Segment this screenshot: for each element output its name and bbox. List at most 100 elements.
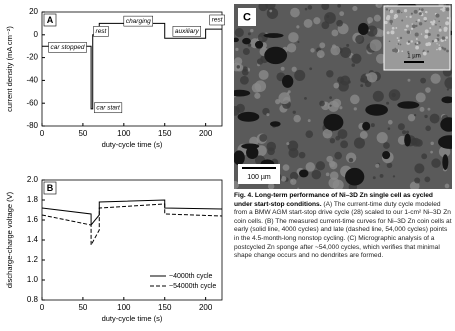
inset-grain	[445, 36, 448, 39]
panel-label: B	[47, 183, 54, 193]
grain	[335, 136, 340, 141]
inset-grain	[432, 40, 434, 42]
x-tick-label: 0	[40, 303, 45, 312]
data-line	[42, 204, 222, 245]
y-tick-label: -80	[26, 121, 38, 130]
grain	[340, 47, 351, 58]
inset-grain	[446, 8, 450, 12]
y-tick-label: -20	[26, 53, 38, 62]
page: 050100150200-80-60-40-20020duty-cycle ti…	[0, 0, 455, 331]
grain	[388, 120, 393, 125]
inset-grain	[415, 46, 419, 50]
inset-grain	[400, 37, 402, 39]
pore	[264, 33, 284, 38]
pore	[238, 112, 260, 122]
inset-grain	[429, 27, 431, 29]
inset-grain	[440, 8, 442, 10]
grain	[304, 19, 313, 28]
grain	[308, 5, 313, 10]
grain	[296, 25, 299, 28]
grain	[386, 102, 389, 105]
inset-grain	[425, 11, 428, 14]
grain	[259, 70, 269, 80]
grain	[248, 32, 251, 35]
x-tick-label: 150	[158, 129, 172, 138]
caption: Fig. 4. Long-term performance of Ni–3D Z…	[234, 192, 452, 328]
inset-grain	[387, 15, 391, 19]
inset-grain	[411, 40, 413, 42]
annotation: car start	[96, 104, 121, 111]
x-axis-title: duty-cycle time (s)	[102, 314, 163, 323]
inset-grain	[401, 12, 402, 13]
pore	[365, 104, 388, 116]
inset-grain	[390, 10, 394, 14]
grain	[354, 138, 365, 149]
inset-grain	[436, 43, 437, 44]
inset-grain	[435, 14, 439, 18]
grain	[319, 42, 325, 48]
inset-grain	[392, 27, 395, 30]
x-tick-label: 100	[117, 129, 131, 138]
inset-grain	[390, 30, 394, 34]
grain	[414, 114, 416, 116]
inset-grain	[416, 21, 417, 22]
grain	[371, 123, 375, 127]
inset-grain	[425, 43, 429, 47]
inset-grain	[439, 26, 441, 28]
grain	[430, 74, 440, 84]
inset-grain	[412, 24, 416, 28]
grain	[424, 176, 430, 182]
inset-grain	[434, 39, 437, 42]
inset-grain	[397, 37, 399, 39]
inset-grain	[446, 50, 449, 53]
grain	[339, 11, 344, 16]
inset-grain	[419, 22, 422, 25]
grain	[334, 152, 342, 160]
grain	[388, 127, 391, 130]
grain	[319, 101, 325, 107]
y-tick-label: 1.2	[27, 255, 39, 264]
inset-grain	[438, 47, 441, 50]
grain	[269, 10, 272, 13]
inset-grain	[397, 43, 399, 45]
grain	[374, 15, 381, 22]
grain	[360, 131, 368, 139]
inset-grain	[447, 17, 449, 19]
grain	[350, 95, 360, 105]
inset-grain	[401, 50, 403, 52]
grain	[420, 107, 425, 112]
pore	[397, 101, 419, 108]
inset-grain	[426, 30, 429, 33]
grain	[304, 97, 307, 100]
scale-label: 100 µm	[247, 174, 271, 181]
grain	[290, 8, 300, 18]
grain	[354, 107, 357, 110]
grain	[373, 176, 376, 179]
grain	[351, 63, 355, 67]
inset-grain	[433, 19, 434, 20]
grain	[240, 76, 249, 85]
grain	[393, 175, 395, 177]
inset-grain	[427, 50, 429, 52]
inset-grain	[446, 22, 447, 23]
inset-grain	[423, 52, 427, 56]
pore	[299, 169, 308, 177]
grain	[398, 123, 405, 130]
micrograph: 1 µm C 100 µm	[234, 4, 452, 189]
grain	[339, 106, 342, 109]
grain	[254, 93, 260, 99]
inset-grain	[394, 49, 398, 53]
pore	[241, 144, 259, 150]
inset-grain	[411, 28, 413, 30]
grain	[336, 20, 343, 27]
grain	[389, 89, 401, 101]
y-tick-label: -40	[26, 76, 38, 85]
inset-grain	[394, 14, 398, 18]
y-tick-label: 1.4	[27, 235, 39, 244]
inset-grain	[435, 24, 437, 26]
grain	[349, 158, 354, 163]
grain	[414, 177, 420, 183]
y-tick-label: 20	[29, 7, 38, 16]
inset-grain	[398, 40, 400, 42]
